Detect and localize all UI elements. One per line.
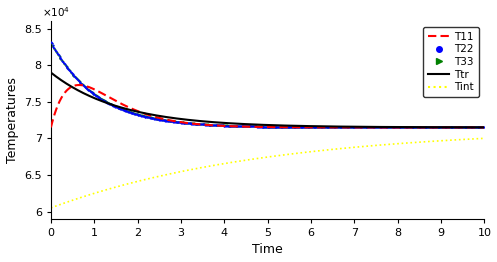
X-axis label: Time: Time: [252, 243, 283, 256]
Legend: T11, T22, T33, Ttr, Tint: T11, T22, T33, Ttr, Tint: [423, 26, 479, 97]
Y-axis label: Temperatures: Temperatures: [5, 77, 18, 163]
Text: $\times10^4$: $\times10^4$: [42, 6, 71, 19]
